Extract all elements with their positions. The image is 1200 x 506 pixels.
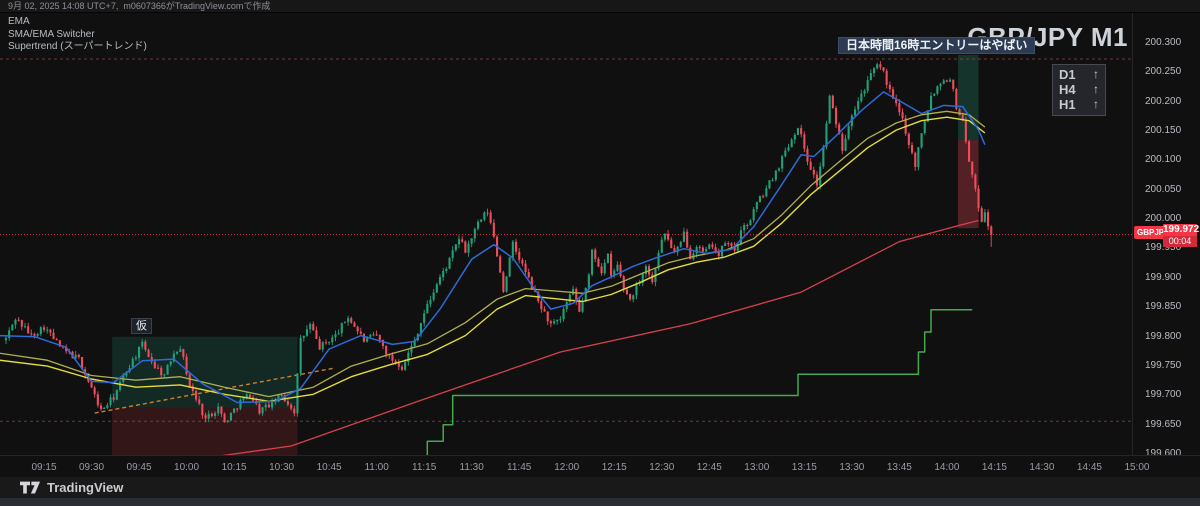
last-price-value: 199.972 [1163,224,1200,235]
time-tick-label: 12:00 [554,462,580,473]
tf-label: D1 [1059,67,1076,82]
bottom-scrollbar[interactable] [0,498,1200,506]
time-tick-label: 12:45 [696,462,722,473]
price-tick-label: 200.050 [1145,183,1182,195]
time-tick-label: 09:15 [31,462,57,473]
symbol-price-tag: GBPJPY [1134,226,1173,239]
time-tick-label: 11:15 [412,462,437,473]
legend-item-supertrend[interactable]: Supertrend (スーパートレンド) [8,41,147,52]
tradingview-logo[interactable]: TradingView [20,480,123,495]
time-tick-label: 13:30 [839,462,865,473]
bar-countdown: 00:04 [1163,236,1197,247]
up-arrow-icon: ↑ [1093,82,1099,96]
time-tick-label: 11:00 [364,462,389,473]
last-price-label: 199.972 00:04 [1163,224,1200,247]
price-tick-label: 200.000 [1145,213,1182,225]
time-tick-label: 13:00 [744,462,770,473]
legend-item-sma-ema-switcher[interactable]: SMA/EMA Switcher [8,28,95,40]
time-tick-label: 14:30 [1029,462,1055,473]
indicator-legend: EMA SMA/EMA Switcher Supertrend (スーパートレン… [8,16,147,54]
chart-canvas[interactable] [0,13,1132,455]
time-axis[interactable]: 09:15 09:30 09:45 10:00 10:15 10:30 10:45 11:00… [0,455,1200,478]
time-tick-label: 09:45 [126,462,152,473]
time-tick-label: 14:00 [934,462,960,473]
price-tick-label: 200.300 [1145,37,1182,48]
price-tick-label: 199.650 [1145,418,1182,430]
tf-label: H4 [1059,82,1076,97]
capture-info-bar: 9月 02, 2025 14:08 UTC+7, m0607366がTradin… [0,0,1200,13]
time-tick-label: 14:45 [1076,462,1102,473]
time-tick-label: 11:45 [507,462,532,473]
tf-row-h4: H4 ↑ [1059,82,1099,97]
time-tick-label: 12:15 [601,462,627,473]
tradingview-logo-icon [20,481,40,493]
price-tick-label: 199.700 [1145,389,1182,401]
timeframe-trend-panel[interactable]: D1 ↑ H4 ↑ H1 ↑ [1052,64,1106,116]
tf-row-d1: D1 ↑ [1059,67,1099,82]
price-tick-label: 199.950 [1145,242,1182,254]
price-tick-label: 200.100 [1145,154,1182,166]
price-tick-label: 199.850 [1145,301,1182,313]
price-tick-label: 200.150 [1145,125,1182,137]
time-tick-label: 15:00 [1124,462,1150,473]
time-tick-label: 13:15 [791,462,817,473]
price-tick-label: 199.600 [1145,447,1182,459]
time-tick-label: 10:15 [221,462,247,473]
footer-bar: TradingView [0,477,1200,498]
up-arrow-icon: ↑ [1093,97,1099,111]
price-tick-label: 199.800 [1145,330,1182,342]
up-arrow-icon: ↑ [1093,67,1099,81]
time-tick-label: 10:45 [316,462,342,473]
chart-text-annotation[interactable]: 日本時間16時エントリーはやばい [838,37,1036,54]
price-tick-label: 199.900 [1145,271,1182,283]
box-annotation-label[interactable]: 仮 [131,318,152,334]
tf-label: H1 [1059,97,1076,112]
time-tick-label: 11:30 [459,462,484,473]
price-tick-label: 200.250 [1145,66,1182,78]
tf-row-h1: H1 ↑ [1059,97,1099,112]
time-tick-label: 10:30 [269,462,295,473]
price-tick-label: 200.200 [1145,95,1182,107]
time-tick-label: 09:30 [79,462,105,473]
legend-item-ema[interactable]: EMA [8,16,30,27]
tradingview-wordmark: TradingView [47,480,124,495]
time-tick-label: 12:30 [649,462,675,473]
time-tick-label: 14:15 [981,462,1007,473]
time-tick-label: 13:45 [886,462,912,473]
time-tick-label: 10:00 [174,462,200,473]
price-tick-label: 199.750 [1145,359,1182,371]
